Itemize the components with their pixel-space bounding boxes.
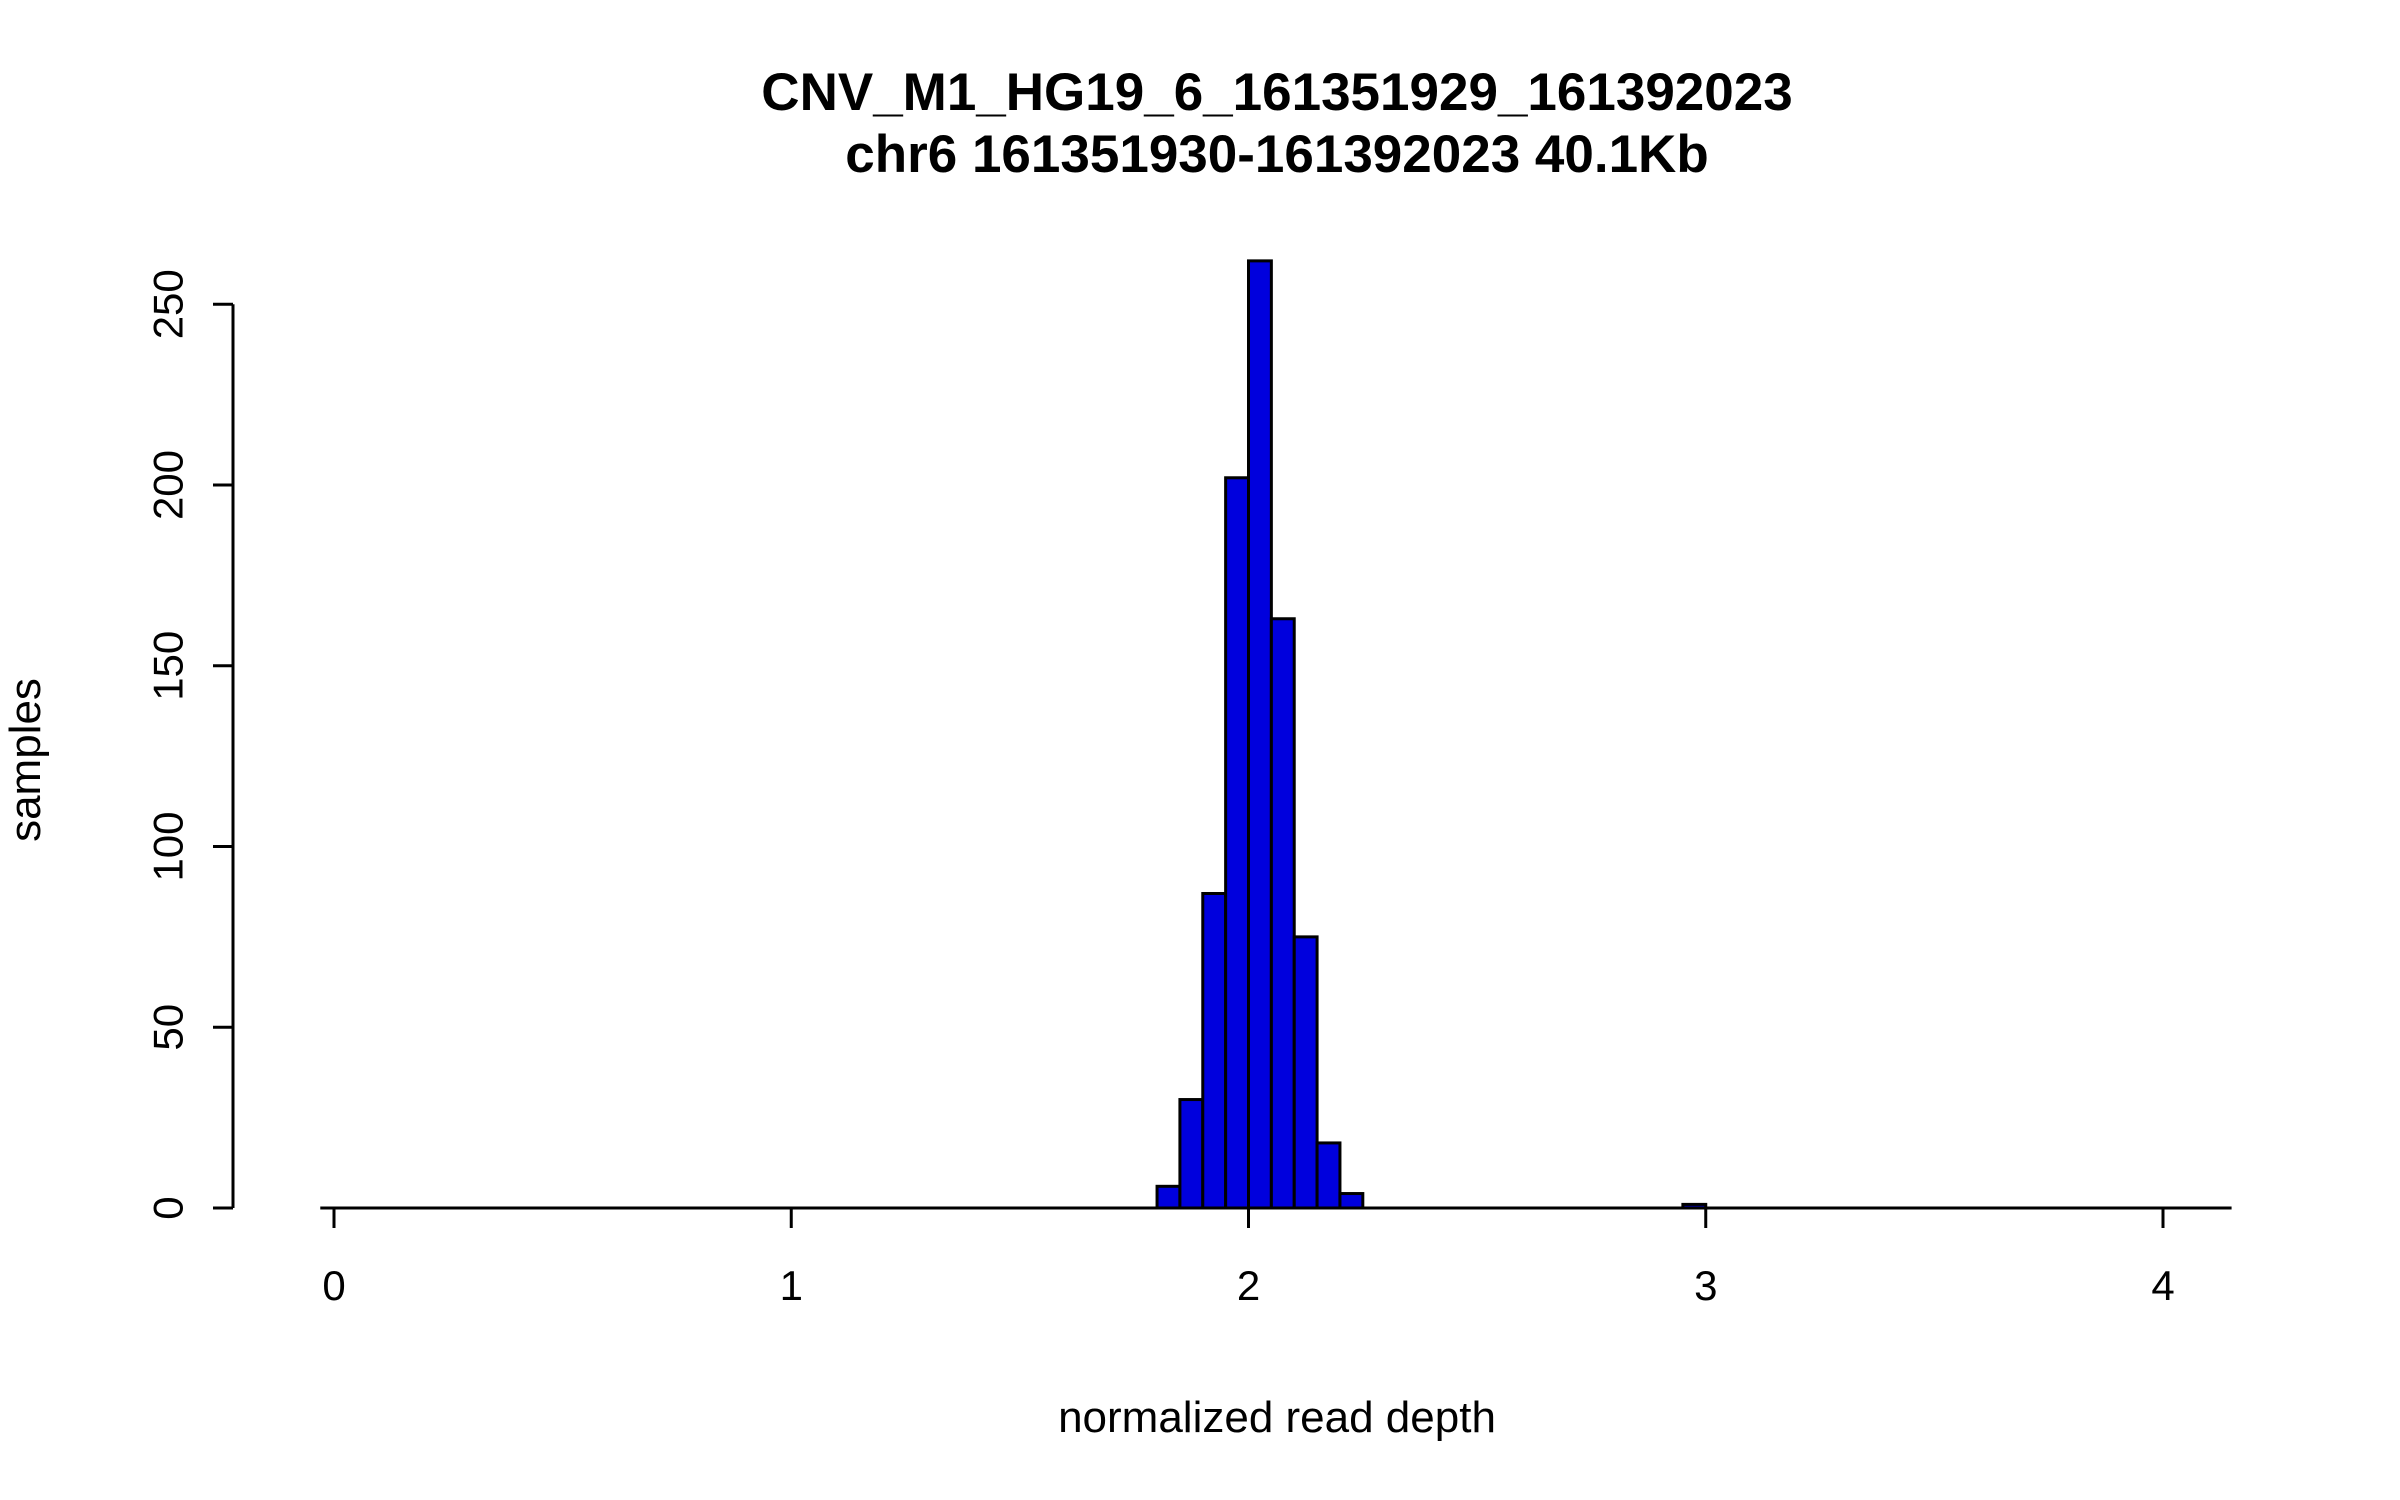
y-axis-label: samples [1, 678, 50, 842]
histogram-bar [1315, 1141, 1342, 1210]
y-tick-label: 100 [145, 811, 192, 881]
y-tick-label: 0 [145, 1196, 192, 1219]
histogram-bar [1681, 1202, 1708, 1210]
bars-layer [1155, 259, 1708, 1210]
histogram-bar [1292, 935, 1319, 1210]
y-tick-label: 150 [145, 631, 192, 701]
chart-title-line2: chr6 161351930-161392023 40.1Kb [845, 125, 1708, 184]
x-tick-label: 1 [780, 1262, 803, 1309]
x-tick-label: 3 [1694, 1262, 1717, 1309]
histogram-bar [1224, 476, 1250, 1210]
histogram-bar [1338, 1192, 1365, 1210]
x-tick-label: 4 [2151, 1262, 2174, 1309]
x-axis-label: normalized read depth [1058, 1393, 1496, 1442]
y-tick-label: 50 [145, 1004, 192, 1051]
histogram-bar [1201, 891, 1228, 1210]
histogram-bar [1178, 1098, 1205, 1210]
y-tick-label: 200 [145, 450, 192, 520]
histogram-bar [1269, 617, 1296, 1210]
x-tick-label: 0 [322, 1262, 345, 1309]
axes-layer: 0 1 2 3 4 0 50 100 150 200 250 [145, 269, 2232, 1309]
chart-title-line1: CNV_M1_HG19_6_161351929_161392023 [761, 63, 1792, 122]
histogram-bar [1247, 259, 1273, 1210]
histogram-bar [1155, 1184, 1182, 1210]
x-tick-label: 2 [1237, 1262, 1260, 1309]
y-tick-label: 250 [145, 269, 192, 339]
